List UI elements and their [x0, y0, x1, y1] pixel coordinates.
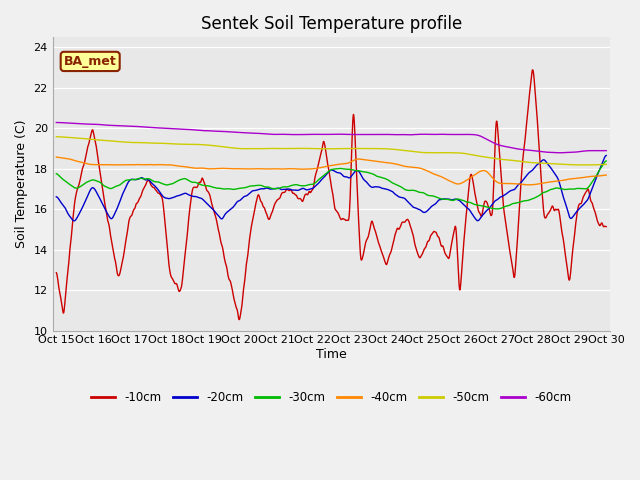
-20cm — [366, 183, 374, 189]
-20cm — [70, 218, 78, 224]
-50cm — [307, 145, 315, 151]
-40cm — [286, 166, 294, 171]
-60cm — [556, 150, 563, 156]
-30cm — [286, 183, 294, 189]
Text: BA_met: BA_met — [64, 55, 116, 68]
-40cm — [117, 162, 125, 168]
-40cm — [52, 154, 60, 160]
-30cm — [95, 179, 103, 184]
-30cm — [602, 158, 610, 164]
Line: -30cm: -30cm — [56, 161, 606, 209]
-40cm — [95, 162, 103, 168]
-50cm — [52, 134, 60, 140]
-10cm — [602, 224, 610, 229]
Line: -10cm: -10cm — [56, 70, 606, 320]
Line: -20cm: -20cm — [56, 156, 606, 221]
-20cm — [95, 194, 103, 200]
Legend: -10cm, -20cm, -30cm, -40cm, -50cm, -60cm: -10cm, -20cm, -30cm, -40cm, -50cm, -60cm — [86, 386, 576, 409]
-60cm — [117, 123, 125, 129]
-10cm — [117, 264, 125, 270]
-10cm — [366, 228, 374, 234]
-50cm — [365, 145, 373, 151]
-10cm — [529, 67, 536, 73]
-20cm — [52, 194, 60, 200]
-50cm — [95, 137, 103, 143]
-60cm — [52, 120, 60, 125]
Line: -60cm: -60cm — [56, 122, 606, 153]
X-axis label: Time: Time — [316, 348, 347, 361]
-30cm — [52, 171, 60, 177]
-60cm — [95, 121, 103, 127]
-50cm — [578, 162, 586, 168]
-10cm — [298, 197, 305, 203]
Y-axis label: Soil Temperature (C): Soil Temperature (C) — [15, 120, 28, 248]
-40cm — [365, 157, 373, 163]
-60cm — [307, 132, 315, 137]
-20cm — [286, 186, 294, 192]
-30cm — [365, 170, 373, 176]
-40cm — [307, 166, 315, 172]
-30cm — [297, 183, 305, 189]
-10cm — [286, 187, 294, 193]
-40cm — [297, 166, 305, 172]
-20cm — [298, 186, 305, 192]
-60cm — [286, 132, 294, 137]
-40cm — [524, 182, 532, 188]
-60cm — [297, 132, 305, 137]
-60cm — [365, 132, 373, 137]
-10cm — [307, 189, 315, 194]
-60cm — [602, 148, 610, 154]
-20cm — [602, 153, 610, 158]
-20cm — [307, 186, 315, 192]
-50cm — [297, 145, 305, 151]
Title: Sentek Soil Temperature profile: Sentek Soil Temperature profile — [201, 15, 462, 33]
-10cm — [95, 162, 103, 168]
-30cm — [117, 181, 125, 187]
-40cm — [602, 172, 610, 178]
-30cm — [493, 206, 500, 212]
Line: -50cm: -50cm — [56, 137, 606, 165]
-20cm — [118, 194, 125, 200]
Line: -40cm: -40cm — [56, 157, 606, 185]
-50cm — [286, 145, 294, 151]
-10cm — [235, 317, 243, 323]
-50cm — [117, 139, 125, 144]
-30cm — [307, 181, 315, 187]
-50cm — [602, 161, 610, 167]
-10cm — [52, 270, 60, 276]
